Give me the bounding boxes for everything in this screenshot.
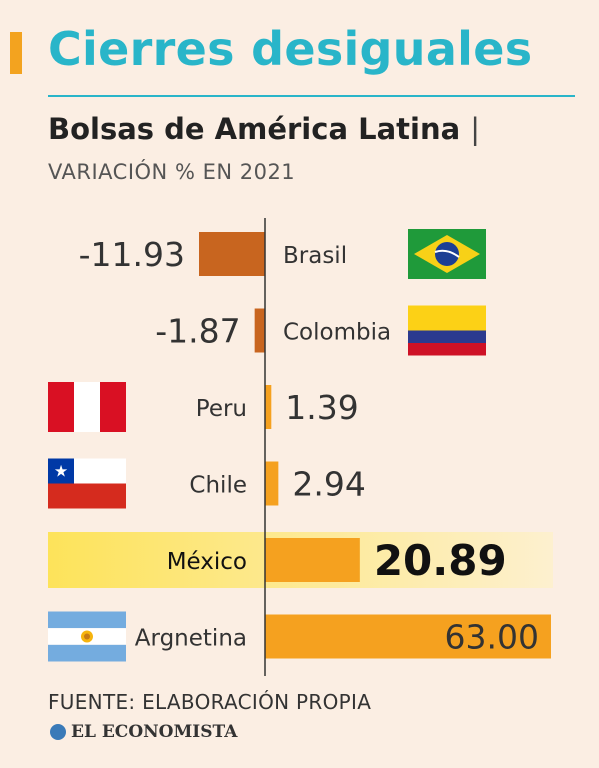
category-label: México [167, 549, 247, 575]
source-note: FUENTE: ELABORACIÓN PROPIA [48, 690, 372, 714]
flag-stripe-white [74, 382, 100, 432]
category-label: Chile [189, 473, 247, 499]
data-label: 20.89 [374, 536, 507, 585]
brand-logo: EL ECONOMISTA [50, 722, 237, 742]
category-label: Colombia [283, 320, 391, 346]
chart-title: Cierres desiguales [48, 22, 533, 76]
bar [199, 232, 265, 276]
flag-stripe-red [48, 483, 126, 509]
flag-stripe-red [408, 343, 486, 356]
flag-stripe-red [100, 382, 126, 432]
chile-flag: ★ [48, 458, 126, 509]
brand-name: EL ECONOMISTA [71, 722, 238, 742]
globe-icon [50, 724, 66, 740]
data-label: -11.93 [79, 235, 185, 274]
data-label: -1.87 [155, 312, 240, 351]
flag-stripe-blue [408, 330, 486, 343]
brazil-flag [408, 229, 486, 279]
flag-stripe-yellow [408, 305, 486, 331]
flag-stripe-blue [48, 644, 126, 662]
bar [265, 538, 360, 582]
peru-flag [48, 382, 126, 432]
category-label: Brasil [283, 243, 347, 269]
colombia-flag [408, 305, 486, 356]
title-divider [48, 95, 575, 97]
flag-sun-core [84, 633, 90, 640]
chart-subtitle: Bolsas de América Latina | [48, 112, 480, 146]
flag-stripe-blue [48, 611, 126, 629]
bar-row-brasil: -11.93 Brasil [79, 229, 486, 279]
flag-stripe-red [48, 382, 74, 432]
bar [265, 461, 279, 506]
flag-band [434, 249, 460, 258]
data-label: 2.94 [292, 465, 365, 504]
data-label: 63.00 [445, 618, 539, 657]
category-label: Argnetina [135, 626, 247, 652]
bar-row-argnetina: Argnetina 63.00 [48, 611, 551, 662]
bar-row-peru: Peru 1.39 [48, 382, 359, 432]
flag-star: ★ [54, 462, 68, 481]
bar [254, 308, 265, 353]
bar-row-colombia: -1.87 Colombia [155, 305, 486, 356]
unit-label: VARIACIÓN % EN 2021 [48, 160, 296, 184]
subtitle-text: Bolsas de América Latina [48, 112, 461, 146]
title-accent-bar [10, 32, 22, 74]
flag-canton [48, 458, 74, 484]
flag-globe [435, 242, 459, 266]
bar [265, 614, 551, 659]
subtitle-separator: | [470, 112, 481, 146]
argentina-flag [48, 611, 126, 662]
category-label: Peru [196, 396, 247, 422]
bar [265, 385, 272, 429]
bar-row-méxico: México 20.89 [167, 536, 507, 585]
data-label: 1.39 [285, 388, 358, 427]
bar-row-chile: Chile 2.94 ★ [48, 458, 366, 509]
